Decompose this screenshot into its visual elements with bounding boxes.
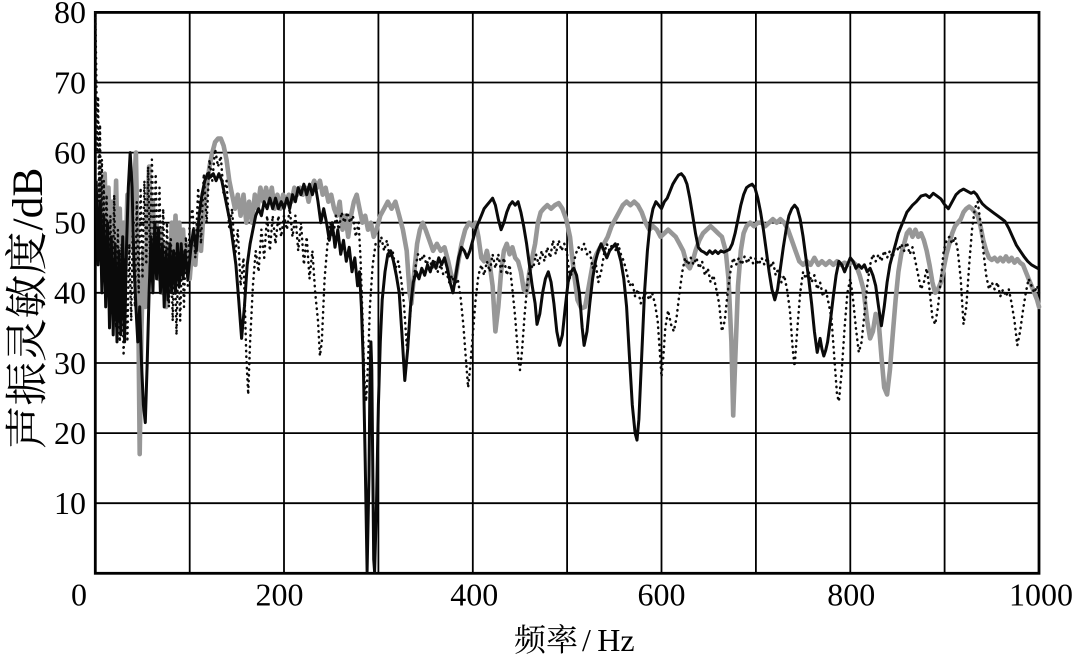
svg-text:200: 200 [256, 577, 304, 613]
svg-text:10: 10 [54, 485, 86, 521]
svg-text:0: 0 [71, 577, 87, 613]
svg-text:30: 30 [54, 345, 86, 381]
svg-text:40: 40 [54, 275, 86, 311]
svg-text:/ Hz: / Hz [582, 622, 635, 657]
svg-text:70: 70 [54, 64, 86, 100]
svg-text:/dB: /dB [4, 168, 52, 231]
svg-text:400: 400 [450, 577, 498, 613]
svg-text:60: 60 [54, 134, 86, 170]
svg-text:80: 80 [54, 0, 86, 30]
svg-text:20: 20 [54, 415, 86, 451]
svg-text:600: 600 [638, 577, 686, 613]
svg-text:50: 50 [54, 205, 86, 241]
svg-text:800: 800 [827, 577, 875, 613]
svg-text:1000: 1000 [1009, 577, 1073, 613]
